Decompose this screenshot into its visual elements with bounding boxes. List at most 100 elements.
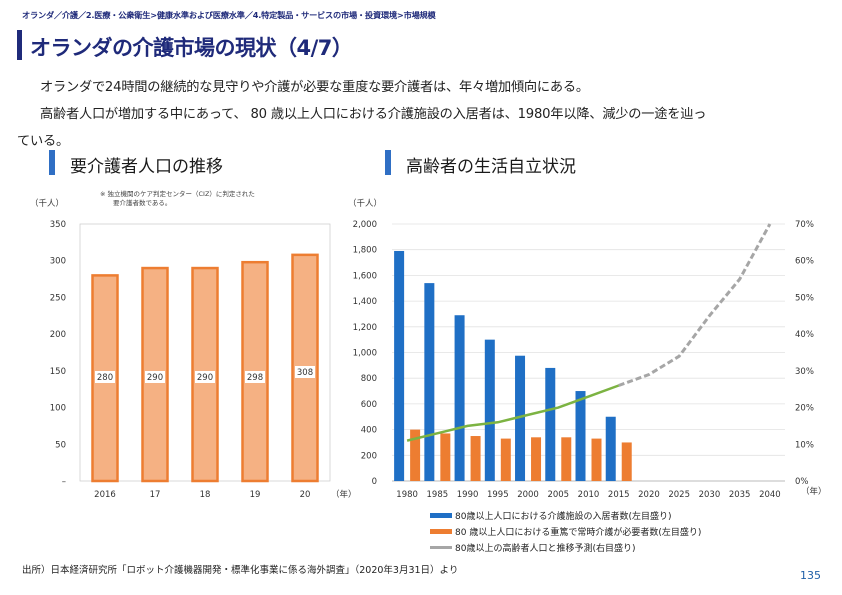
right-bar-residents bbox=[424, 283, 435, 481]
right-right-axis-tick: 10% bbox=[795, 440, 814, 450]
right-section-accent bbox=[385, 150, 391, 175]
right-right-axis-tick: 40% bbox=[795, 330, 814, 340]
left-y-tick-label: – bbox=[62, 477, 66, 487]
right-x-tick-label: 2035 bbox=[729, 490, 751, 500]
right-bar-residents bbox=[454, 315, 465, 481]
right-bar-residents bbox=[575, 391, 586, 481]
paragraph-line-3: ている。 bbox=[17, 134, 69, 149]
left-y-tick-label: 200 bbox=[50, 330, 66, 340]
left-bar-value-label: 290 bbox=[197, 373, 213, 383]
left-chart: （千人） – 50 100 150 200 250 300 350 280 2016 290 17 290… bbox=[30, 198, 357, 500]
left-bar-label-bg bbox=[195, 371, 215, 383]
legend-label-population: 80歳以上の高齢者人口と推移予測(右目盛り) bbox=[455, 544, 636, 554]
breadcrumb: オランダ／介護／2.医療・公衆衛生>健康水準および医療水準／4.特定製品・サービ… bbox=[22, 10, 436, 20]
left-bar-label-bg bbox=[295, 366, 315, 378]
right-left-axis-tick: 1,200 bbox=[353, 323, 377, 333]
page-number: 135 bbox=[800, 569, 821, 582]
left-section-accent bbox=[49, 150, 55, 175]
left-y-tick-label: 350 bbox=[50, 220, 66, 230]
legend-swatch-blue bbox=[430, 513, 452, 518]
paragraph-line-1: オランダで24時間の継続的な見守りや介護が必要な重度な要介護者は、年々増加傾向に… bbox=[40, 80, 589, 95]
right-bar-residents bbox=[545, 367, 556, 481]
right-left-axis-tick: 1,000 bbox=[353, 349, 377, 359]
left-bar-label-bg bbox=[245, 371, 265, 383]
right-x-tick-label: 2005 bbox=[547, 490, 569, 500]
right-bar-severe bbox=[561, 437, 572, 481]
right-section-title: 高齢者の生活自立状況 bbox=[406, 157, 576, 177]
left-bar-value-label: 308 bbox=[297, 368, 313, 378]
right-bar-severe bbox=[500, 438, 511, 481]
footnote-line-1: ※ 独立機関のケア判定センター（CIZ）に判定された bbox=[100, 190, 255, 198]
right-bar-severe bbox=[531, 437, 542, 481]
left-y-tick-label: 100 bbox=[50, 404, 66, 414]
left-y-tick-label: 250 bbox=[50, 293, 66, 303]
right-x-tick-label: 1980 bbox=[396, 490, 418, 500]
right-x-tick-label: 2010 bbox=[578, 490, 600, 500]
right-bar-severe bbox=[410, 429, 421, 481]
right-x-tick-label: 2015 bbox=[608, 490, 630, 500]
right-bar-severe bbox=[440, 433, 451, 481]
left-y-tick-label: 50 bbox=[55, 440, 66, 450]
right-left-axis-tick: 1,800 bbox=[353, 246, 377, 256]
right-bar-residents bbox=[394, 250, 405, 481]
right-x-tick-label: 2000 bbox=[517, 490, 539, 500]
footnote: ※ 独立機関のケア判定センター（CIZ）に判定された 要介護者数である。 bbox=[100, 190, 255, 208]
source-citation: 出所）日本経済研究所「ロボット介護機器開発・標準化事業に係る海外調査」（2020… bbox=[22, 565, 459, 576]
right-x-unit-label: （年） bbox=[801, 486, 827, 497]
left-bar-value-label: 290 bbox=[147, 373, 163, 383]
legend-item-residents: 80歳以上人口における介護施設の入居者数(左目盛り) bbox=[430, 509, 671, 522]
right-bar-severe bbox=[591, 438, 602, 481]
right-x-tick-label: 2025 bbox=[668, 490, 690, 500]
right-left-axis-tick: 200 bbox=[361, 451, 377, 461]
left-bar-value-label: 280 bbox=[97, 373, 113, 383]
right-x-tick-label: 2040 bbox=[759, 490, 781, 500]
right-x-tick-label: 2020 bbox=[638, 490, 660, 500]
paragraph-line-2: 高齢者人口が増加する中にあって、 80 歳以上人口における介護施設の入居者は、1… bbox=[40, 107, 707, 122]
left-bar-value-label: 298 bbox=[247, 373, 263, 383]
left-x-unit-label: （年） bbox=[331, 489, 357, 500]
right-y-unit-label: （千人） bbox=[348, 198, 382, 209]
left-bar-label-bg bbox=[145, 371, 165, 383]
right-bar-severe bbox=[470, 436, 481, 481]
right-right-axis-tick: 20% bbox=[795, 404, 814, 414]
left-y-tick-label: 300 bbox=[50, 257, 66, 267]
left-x-tick-label: 19 bbox=[250, 490, 261, 500]
left-x-tick-label: 20 bbox=[300, 490, 311, 500]
left-x-tick-label: 17 bbox=[150, 490, 161, 500]
right-x-tick-label: 1995 bbox=[487, 490, 509, 500]
right-bar-severe bbox=[621, 442, 632, 481]
left-bar-label-bg bbox=[95, 371, 115, 383]
right-x-tick-label: 2030 bbox=[699, 490, 721, 500]
left-x-tick-label: 2016 bbox=[94, 490, 116, 500]
legend-item-severe: 80 歳以上人口における重篤で常時介護が必要者数(左目盛り) bbox=[430, 525, 701, 538]
right-left-axis-tick: 0 bbox=[372, 477, 377, 487]
right-left-axis-tick: 800 bbox=[361, 374, 377, 384]
right-x-tick-label: 1990 bbox=[457, 490, 479, 500]
right-left-axis-tick: 1,600 bbox=[353, 271, 377, 281]
right-left-axis-tick: 400 bbox=[361, 426, 377, 436]
right-right-axis-tick: 70% bbox=[795, 220, 814, 230]
right-right-axis-tick: 0% bbox=[795, 477, 809, 487]
legend-swatch-orange bbox=[430, 529, 452, 534]
legend-label-severe: 80 歳以上人口における重篤で常時介護が必要者数(左目盛り) bbox=[455, 528, 702, 538]
right-population-line bbox=[406, 384, 620, 442]
left-section-title: 要介護者人口の推移 bbox=[70, 157, 223, 177]
right-left-axis-tick: 1,400 bbox=[353, 297, 377, 307]
page-title: オランダの介護市場の現状（4/7） bbox=[30, 36, 353, 60]
legend-swatch-gray bbox=[430, 546, 452, 549]
right-right-axis-tick: 60% bbox=[795, 257, 814, 267]
right-right-axis-tick: 50% bbox=[795, 293, 814, 303]
right-bar-residents bbox=[484, 339, 495, 481]
legend-label-residents: 80歳以上人口における介護施設の入居者数(左目盛り) bbox=[455, 512, 672, 522]
legend-item-population: 80歳以上の高齢者人口と推移予測(右目盛り) bbox=[430, 541, 635, 554]
right-chart: （千人） 0 200 400 600 800 1,000 1,200 1,400 1,600 1,8… bbox=[348, 198, 827, 500]
right-left-axis-tick: 600 bbox=[361, 400, 377, 410]
left-y-tick-label: 150 bbox=[50, 367, 66, 377]
right-bar-residents bbox=[515, 355, 526, 481]
footnote-line-2: 要介護者数である。 bbox=[113, 199, 172, 207]
right-x-tick-label: 1985 bbox=[427, 490, 449, 500]
right-bar-residents bbox=[605, 416, 616, 481]
left-y-unit-label: （千人） bbox=[30, 198, 64, 209]
title-accent-bar bbox=[17, 30, 22, 60]
